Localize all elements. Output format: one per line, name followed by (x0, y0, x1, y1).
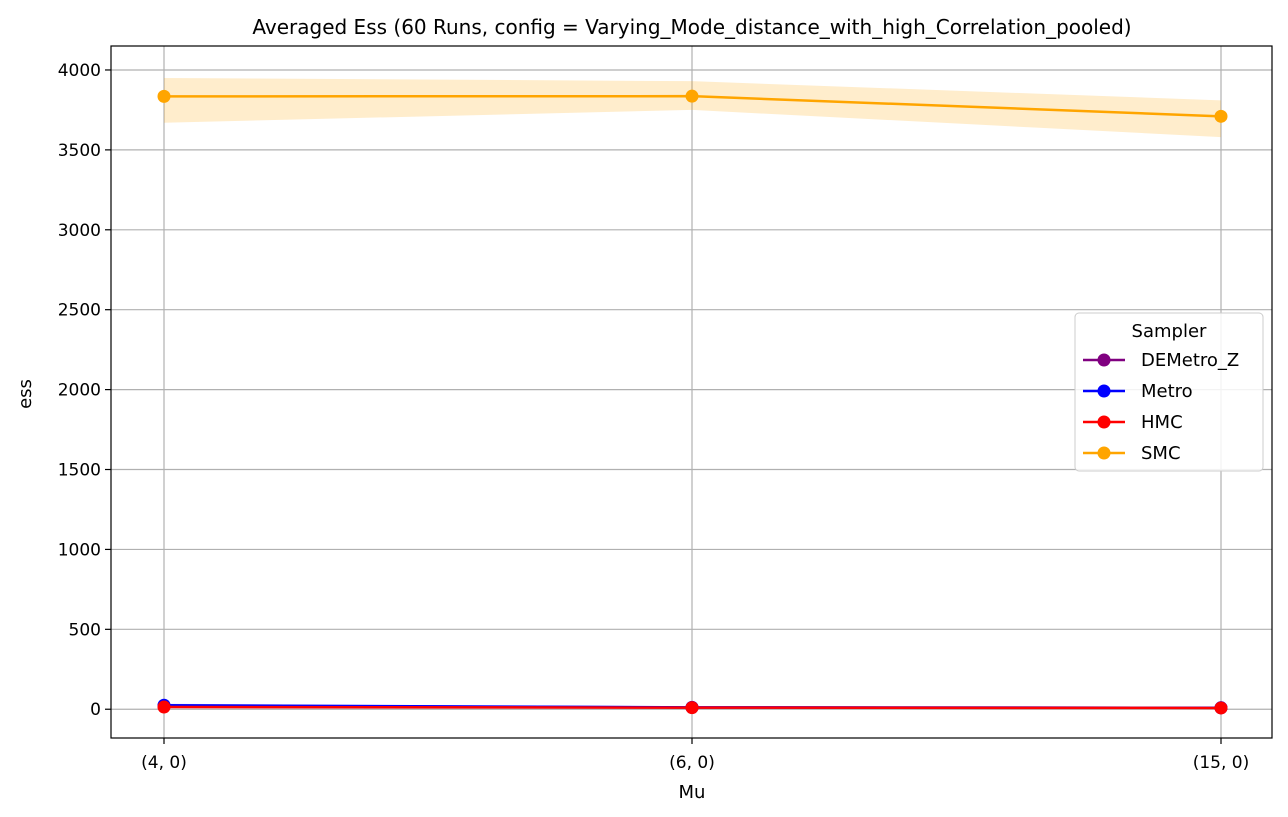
chart-title: Averaged Ess (60 Runs, config = Varying_… (252, 15, 1131, 39)
y-tick-label: 3500 (58, 141, 101, 161)
legend: Sampler DEMetro_Z Metro HMC SMC (1074, 312, 1264, 472)
x-tick-label: (6, 0) (669, 753, 715, 773)
series-lines (157, 89, 1228, 715)
legend-item-hmc: HMC (1083, 412, 1183, 433)
grid (111, 46, 1272, 738)
point-hmc (685, 701, 699, 715)
y-tick-label: 500 (69, 620, 101, 640)
y-tick-label: 0 (90, 700, 101, 720)
point-smc (685, 89, 699, 103)
legend-marker (1097, 446, 1111, 460)
legend-item-smc: SMC (1083, 443, 1181, 464)
y-tick-label: 1500 (58, 461, 101, 481)
legend-label: SMC (1141, 443, 1181, 464)
y-tick-label: 3000 (58, 221, 101, 241)
y-tick-label: 4000 (58, 61, 101, 81)
x-tick-label: (15, 0) (1193, 753, 1250, 773)
y-tick-label: 2500 (58, 301, 101, 321)
x-tick-label: (4, 0) (141, 753, 187, 773)
legend-marker (1097, 353, 1111, 367)
y-tick-label: 1000 (58, 540, 101, 560)
point-hmc (157, 700, 171, 714)
legend-frame (1074, 312, 1264, 472)
legend-label: Metro (1141, 381, 1193, 402)
legend-label: DEMetro_Z (1141, 350, 1239, 371)
legend-label: HMC (1141, 412, 1183, 433)
legend-marker (1097, 384, 1111, 398)
x-axis-ticks: (4, 0) (6, 0) (15, 0) (141, 738, 1249, 773)
point-hmc (1214, 701, 1228, 715)
legend-item-demetro-z: DEMetro_Z (1083, 350, 1239, 371)
legend-item-metro: Metro (1083, 381, 1193, 402)
band-smc (164, 77, 1221, 138)
legend-title: Sampler (1132, 321, 1207, 342)
y-axis-ticks: 0 500 1000 1500 2000 2500 3000 3500 4000 (58, 61, 111, 720)
point-smc (157, 89, 171, 103)
y-axis-label: ess (15, 379, 36, 409)
legend-items: DEMetro_Z Metro HMC SMC (1083, 350, 1239, 464)
point-smc (1214, 109, 1228, 123)
x-axis-label: Mu (679, 782, 706, 803)
y-tick-label: 2000 (58, 381, 101, 401)
legend-marker (1097, 415, 1111, 429)
